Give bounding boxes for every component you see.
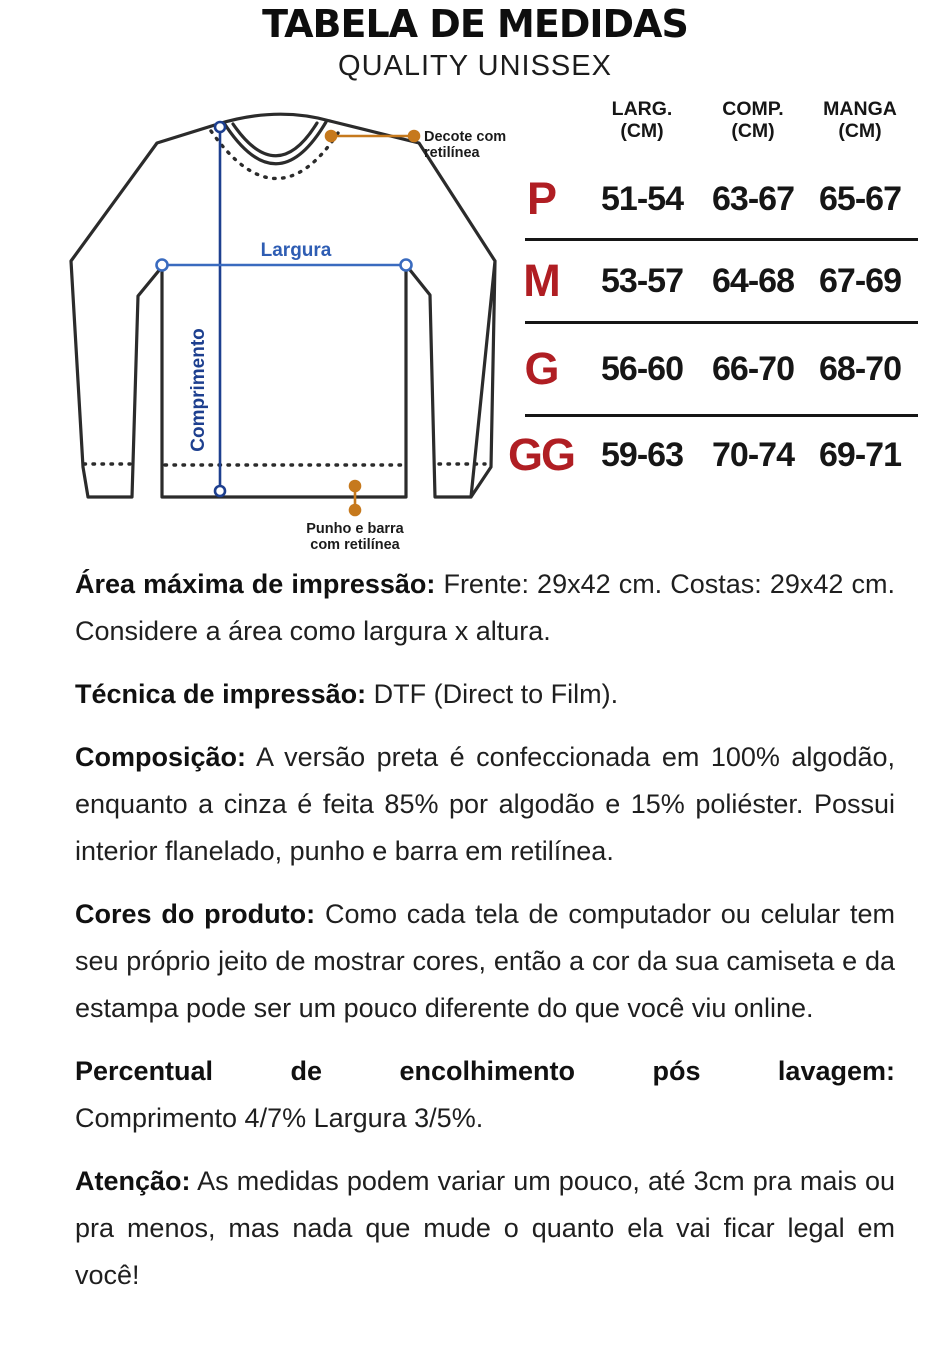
stitch-lines	[82, 129, 487, 467]
table-row-gg: GG 59-63 70-74 69-71	[500, 417, 920, 493]
header-comp-name: COMP.	[722, 98, 784, 120]
annotation-dot	[348, 479, 362, 493]
value-comp: 66-70	[712, 349, 795, 388]
size-table-header: LARG. (CM) COMP. (CM) MANGA (CM)	[500, 98, 920, 160]
sweatshirt-diagram: Largura Comprimento Decote com retilínea…	[69, 112, 506, 553]
value-manga: 67-69	[819, 261, 902, 300]
table-divider	[525, 321, 918, 324]
neck-annotation	[324, 129, 421, 143]
value-comp: 70-74	[712, 435, 795, 474]
header-manga: MANGA (CM)	[804, 98, 916, 142]
sweatshirt-outline	[69, 112, 497, 499]
value-larg: 51-54	[601, 179, 684, 218]
value-manga: 69-71	[819, 435, 902, 474]
table-divider	[525, 238, 918, 241]
collar-outer-arc	[222, 120, 328, 166]
sweatshirt-body	[160, 263, 408, 499]
sweatshirt-left-sleeve	[69, 122, 220, 499]
value-manga: 65-67	[819, 179, 902, 218]
size-label: GG	[507, 429, 576, 480]
header-comp-unit: (CM)	[731, 120, 775, 142]
neck-label-line2: retilínea	[424, 145, 481, 161]
paragraph-label: Técnica de impressão:	[75, 679, 367, 709]
header-manga-name: MANGA	[823, 98, 897, 120]
neck-label-line1: Decote com	[424, 129, 506, 145]
paragraph-text: DTF (Direct to Film).	[373, 679, 619, 709]
table-row-g: G 56-60 66-70 68-70	[500, 324, 920, 414]
paragraph-print-technique: Técnica de impressão: DTF (Direct to Fil…	[75, 671, 895, 718]
value-larg: 53-57	[601, 261, 684, 300]
size-label: M	[523, 255, 561, 306]
header-larg-name: LARG.	[611, 98, 673, 120]
paragraph-text: Como cada tela de computador ou celular …	[75, 899, 895, 1023]
header-larg: LARG. (CM)	[582, 98, 702, 142]
paragraph-label: Cores do produto:	[75, 899, 316, 929]
paragraph-text: As medidas podem variar um pouco, até 3c…	[75, 1166, 895, 1290]
paragraph-shrinkage: Percentual de encolhimento pós lavagem: …	[75, 1048, 895, 1142]
collar-inner-arc	[231, 121, 319, 158]
measure-endpoint-dot	[155, 258, 169, 272]
paragraph-label: Composição:	[75, 742, 247, 772]
paragraph-text: A versão preta é confeccionada em 100% a…	[75, 742, 895, 866]
paragraph-attention: Atenção: As medidas podem variar um pouc…	[75, 1158, 895, 1299]
paragraph-label: Área máxima de impressão:	[75, 569, 436, 599]
value-larg: 59-63	[601, 435, 684, 474]
header-larg-unit: (CM)	[620, 120, 664, 142]
page-subtitle: QUALITY UNISSEX	[338, 50, 612, 82]
size-table: LARG. (CM) COMP. (CM) MANGA (CM) P 51-54…	[500, 98, 920, 493]
value-larg: 56-60	[601, 349, 684, 388]
product-info-section: Área máxima de impressão: Frente: 29x42 …	[75, 561, 895, 1315]
table-row-m: M 53-57 64-68 67-69	[500, 241, 920, 321]
collar-top-edge	[216, 112, 332, 126]
length-label: Comprimento	[188, 328, 209, 452]
header-manga-unit: (CM)	[838, 120, 882, 142]
width-label: Largura	[261, 240, 332, 261]
paragraph-colors: Cores do produto: Como cada tela de comp…	[75, 891, 895, 1032]
annotation-dot	[407, 129, 421, 143]
size-label: P	[526, 173, 557, 224]
measure-endpoint-dot	[399, 258, 413, 272]
hem-label-line2: com retilínea	[310, 537, 400, 553]
value-manga: 68-70	[819, 349, 902, 388]
table-row-p: P 51-54 63-67 65-67	[500, 160, 920, 238]
measure-endpoint-dot	[213, 484, 227, 498]
size-label: G	[524, 343, 559, 394]
paragraph-text: Comprimento 4/7% Largura 3/5%.	[75, 1103, 484, 1133]
hem-label-line1: Punho e barra	[306, 521, 404, 537]
paragraph-label: Percentual de encolhimento pós lavagem:	[75, 1056, 895, 1086]
neckline-stitch-dotted	[209, 129, 340, 181]
value-comp: 64-68	[712, 261, 795, 300]
header-comp: COMP. (CM)	[702, 98, 804, 142]
paragraph-label: Atenção:	[75, 1166, 191, 1196]
page-title: TABELA DE MEDIDAS	[262, 2, 689, 46]
paragraph-composition: Composição: A versão preta é confecciona…	[75, 734, 895, 875]
sweatshirt-right-sleeve	[328, 119, 497, 499]
annotation-dot	[324, 129, 338, 143]
measure-endpoint-dot	[213, 120, 227, 134]
value-comp: 63-67	[712, 179, 795, 218]
length-measure	[213, 120, 227, 498]
annotation-dot	[348, 503, 362, 517]
table-divider	[525, 414, 918, 417]
width-measure	[155, 258, 413, 272]
hem-annotation	[348, 479, 362, 517]
paragraph-print-area: Área máxima de impressão: Frente: 29x42 …	[75, 561, 895, 655]
paragraph-text: Frente: 29x42 cm. Costas: 29x42 cm. Cons…	[75, 569, 895, 646]
